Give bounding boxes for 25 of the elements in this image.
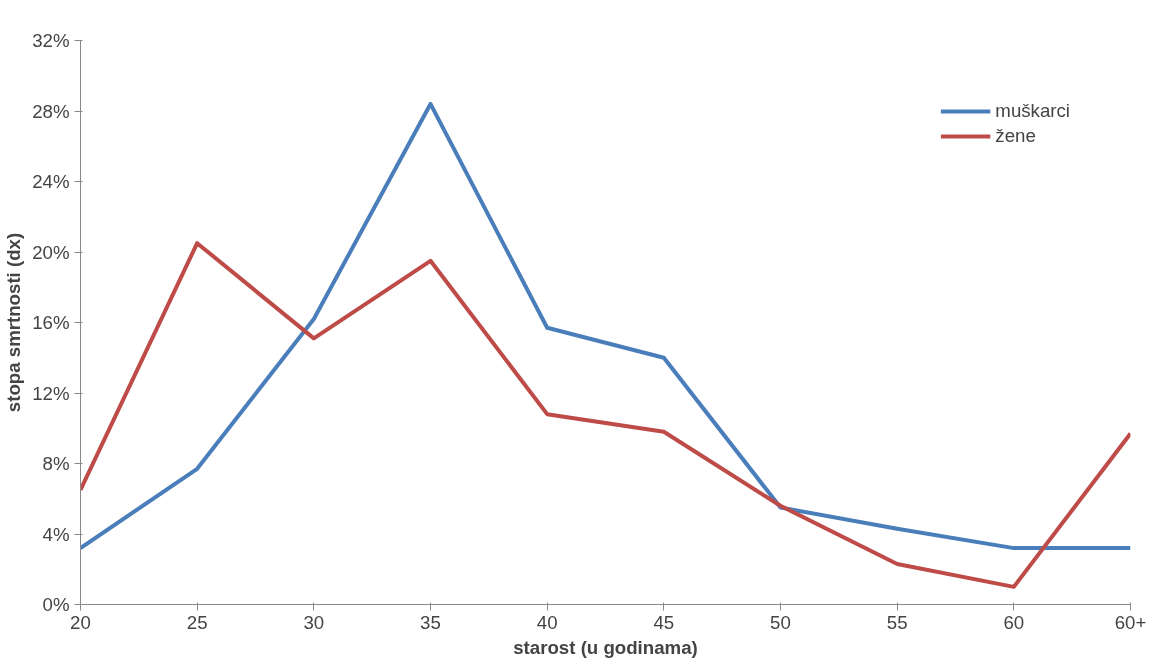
x-axis-title: starost (u godinama) [513,636,698,658]
x-tick-label: 25 [186,611,208,633]
y-tick-label: 20% [32,241,70,263]
x-tick-label: 45 [653,611,675,633]
x-tick-label: 60+ [1114,611,1147,633]
y-tick-label: 12% [32,382,70,404]
y-tick-label: 0% [42,594,70,615]
y-tick-label: 4% [42,523,70,545]
y-tick-label: 32% [32,30,70,51]
y-tick-label: 28% [32,100,70,122]
line-series [80,101,1131,551]
legend-label: žene [995,125,1036,147]
x-tick-label: 35 [420,611,441,633]
x-tick-label: 40 [536,611,558,633]
y-tick-label: 8% [42,453,70,474]
x-tick-label: 60 [1003,611,1025,633]
x-tick-label: 30 [303,611,325,633]
y-tick-label: 24% [32,171,70,192]
line-series [80,241,1131,589]
x-tick-label: 50 [770,611,791,633]
legend-label: muškarci [995,100,1070,122]
y-axis-title: stopa smrtnosti (dx) [3,232,25,413]
x-tick-label: 20 [70,611,91,633]
y-tick-label: 16% [32,312,70,333]
x-tick-label: 55 [886,611,908,633]
